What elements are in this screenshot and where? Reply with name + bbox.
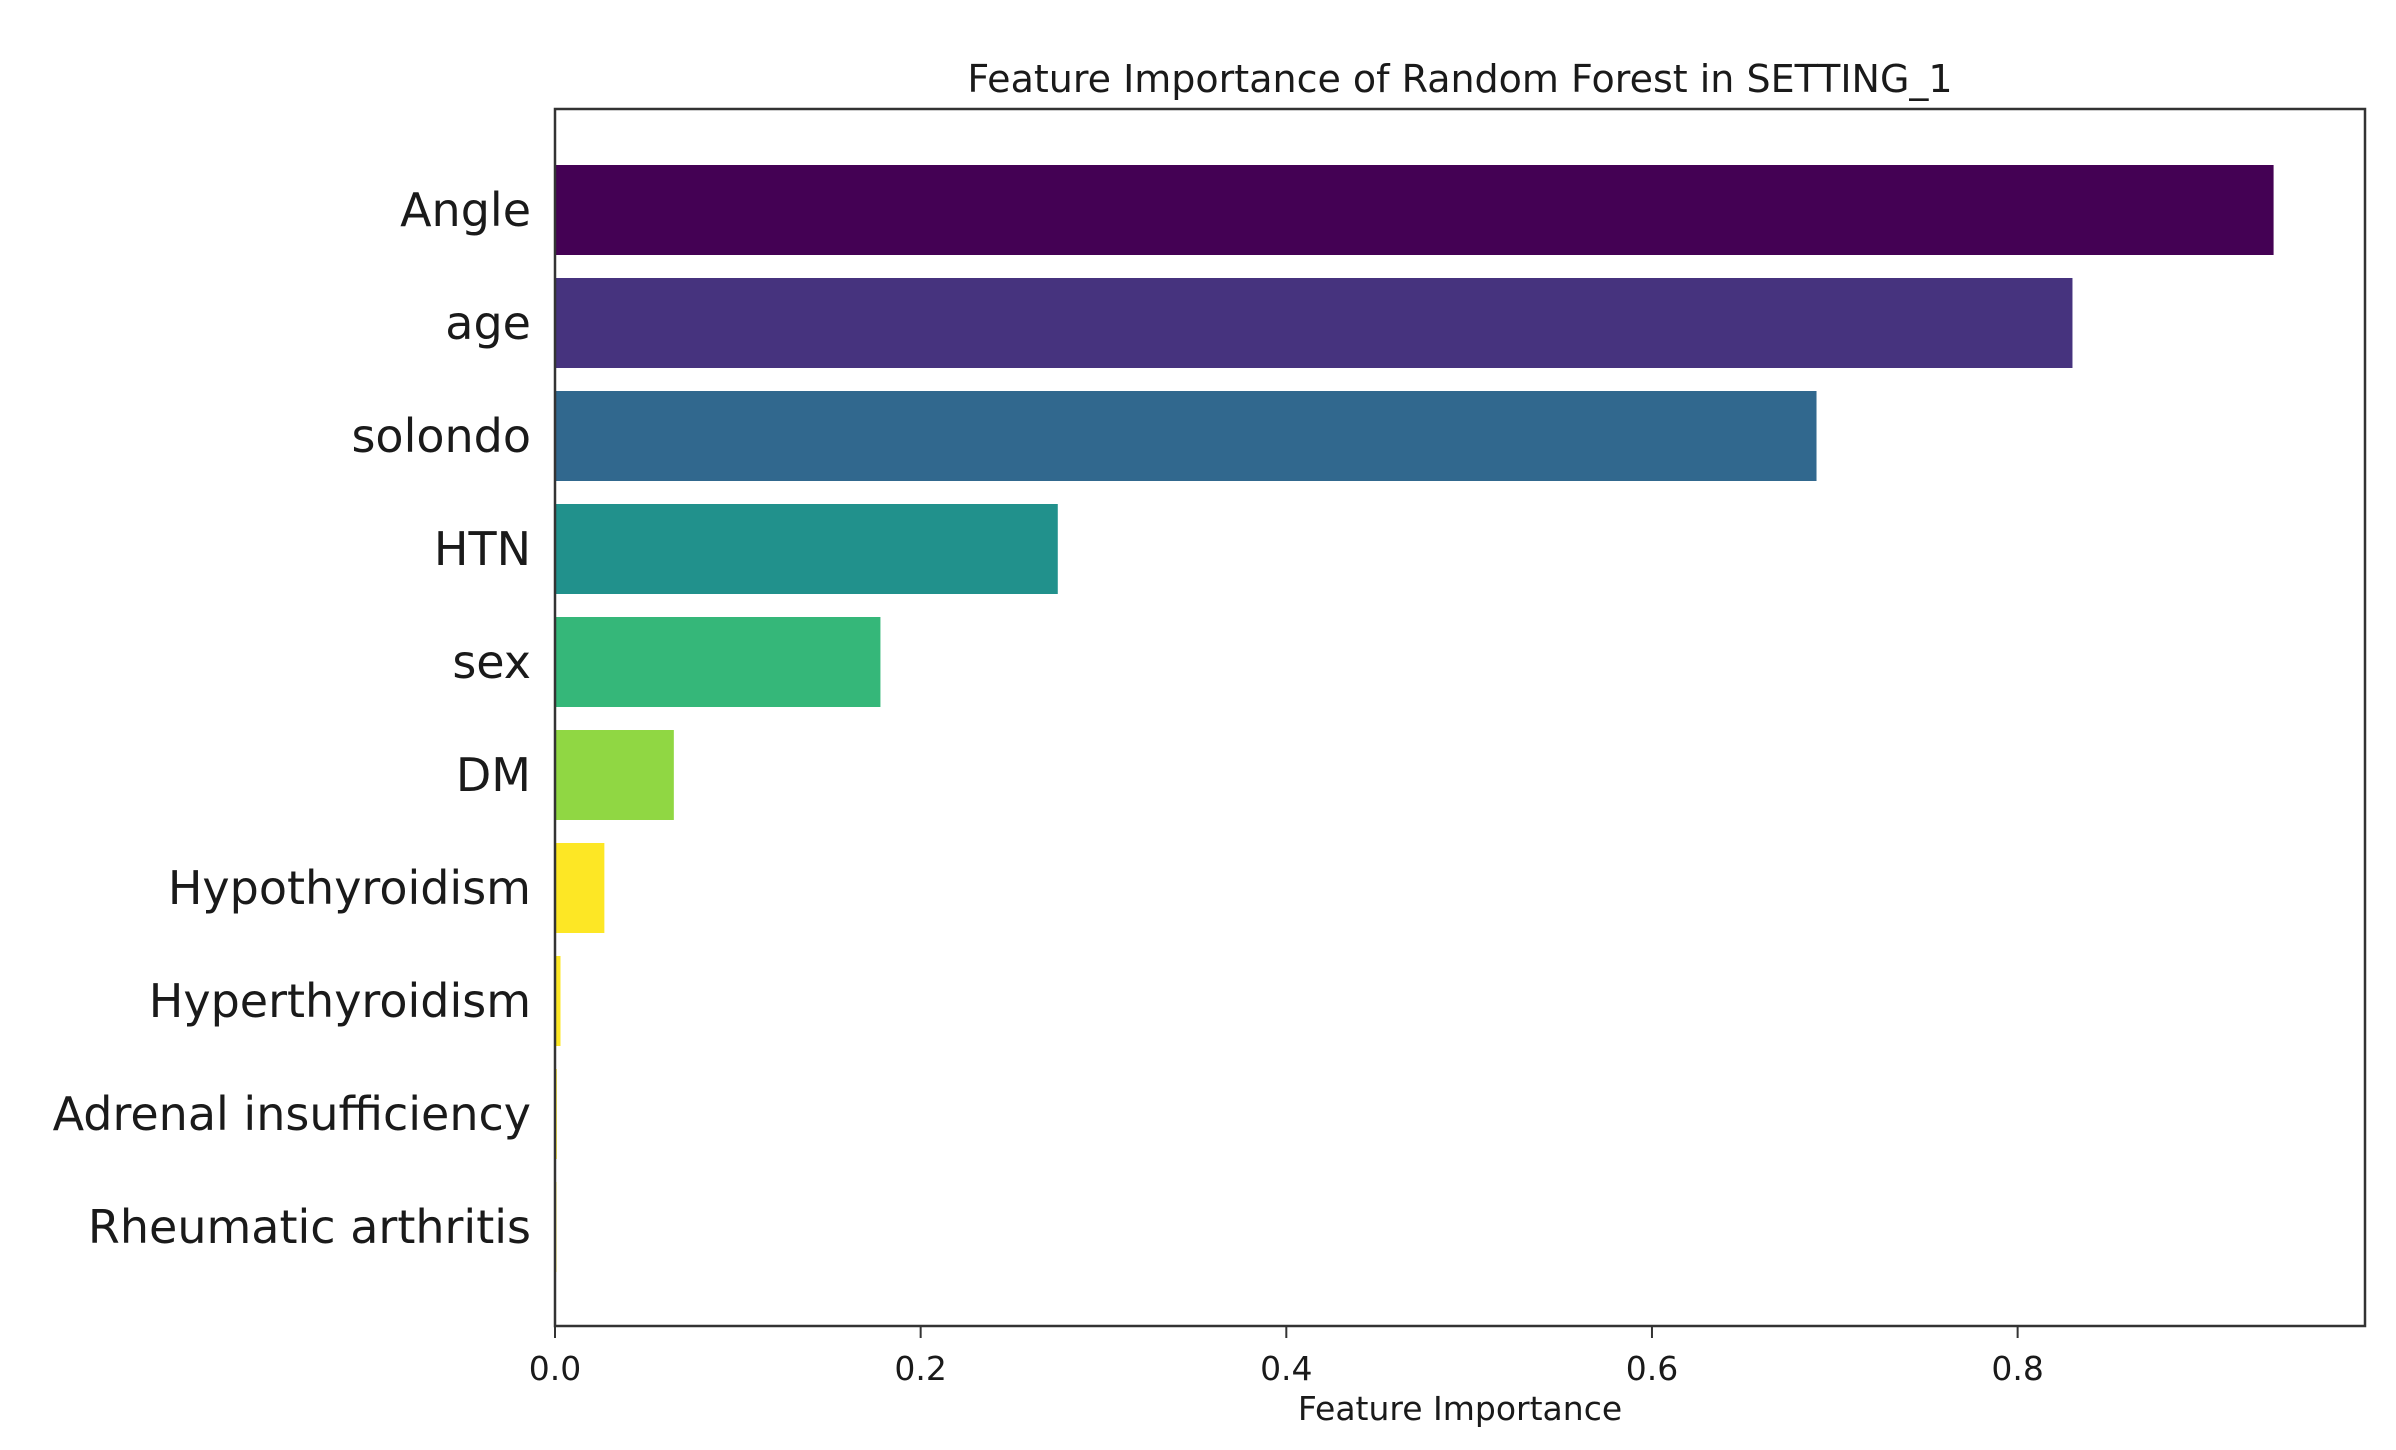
bar-hypothyroidism bbox=[555, 843, 605, 933]
bar-htn bbox=[555, 504, 1058, 594]
x-tick-label: 0.2 bbox=[894, 1349, 946, 1388]
bar-dm bbox=[555, 730, 674, 820]
category-label: age bbox=[445, 296, 531, 350]
x-axis-label: Feature Importance bbox=[1298, 1389, 1622, 1428]
bar-sex bbox=[555, 617, 881, 707]
x-tick-label: 0.6 bbox=[1626, 1349, 1678, 1388]
bars-group bbox=[555, 165, 2274, 1272]
category-label: sex bbox=[452, 635, 531, 689]
category-label: Adrenal insufficiency bbox=[53, 1087, 531, 1141]
bar-age bbox=[555, 278, 2073, 368]
bar-hyperthyroidism bbox=[555, 956, 561, 1046]
category-label: Angle bbox=[400, 183, 531, 237]
chart-title: Feature Importance of Random Forest in S… bbox=[967, 57, 1952, 101]
category-labels-group: Angle age solondo HTN sex DM Hypothyroidism Hyp… bbox=[53, 183, 531, 1254]
category-label: Hyperthyroidism bbox=[149, 974, 531, 1028]
category-label: Rheumatic arthritis bbox=[88, 1200, 531, 1254]
bar-solondo bbox=[555, 391, 1817, 481]
plot-frame bbox=[553, 107, 2367, 1328]
x-tick-label: 0.8 bbox=[1991, 1349, 2043, 1388]
category-label: HTN bbox=[434, 522, 531, 576]
bar-angle bbox=[555, 165, 2274, 255]
x-tick-label: 0.4 bbox=[1260, 1349, 1312, 1388]
category-label: solondo bbox=[351, 409, 531, 463]
category-label: Hypothyroidism bbox=[168, 861, 531, 915]
x-ticks-group: 0.0 0.2 0.4 0.6 0.8 bbox=[529, 1326, 2044, 1388]
category-label: DM bbox=[456, 748, 531, 802]
x-tick-label: 0.0 bbox=[529, 1349, 581, 1388]
